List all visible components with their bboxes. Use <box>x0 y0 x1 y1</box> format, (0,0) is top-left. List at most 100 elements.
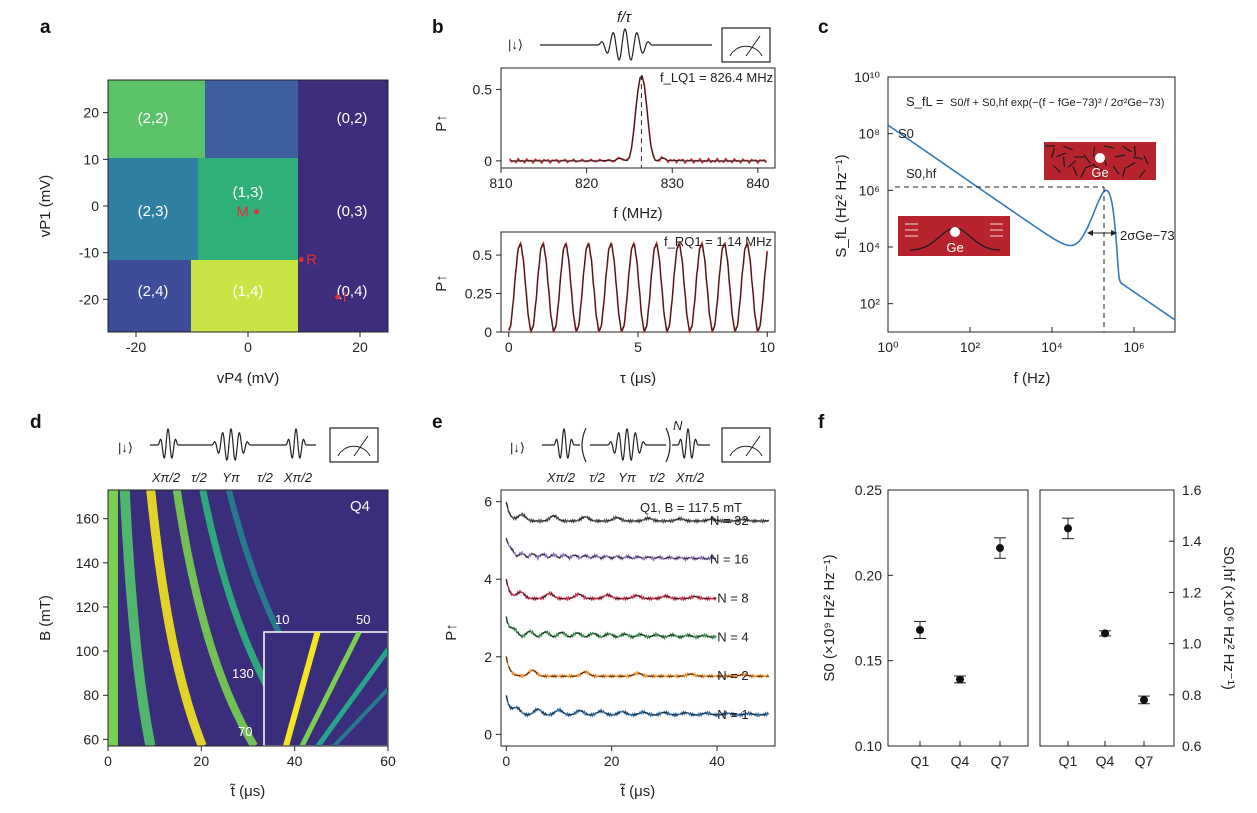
meter-needle-icon <box>730 36 762 56</box>
echo-series-data <box>506 616 716 638</box>
panel-label-b: b <box>432 17 444 38</box>
echo-series-label: N = 4 <box>717 629 748 644</box>
panel-a-ylabel: vP1 (mV) <box>37 175 54 238</box>
panel-b-bottom-xtick-label: 5 <box>634 339 642 355</box>
panel-a-xlabel: vP4 (mV) <box>217 370 280 387</box>
echo-series-data <box>506 539 716 560</box>
data-point-right-Q4 <box>1101 629 1109 637</box>
panel-b-bottom-xtick-label: 10 <box>759 339 775 355</box>
pulse-waveform <box>598 29 652 60</box>
panel-a-ytick-label: 0 <box>91 198 99 214</box>
panel-d-meter-icon <box>330 428 378 462</box>
formula-lhs: S_fL = <box>906 94 943 109</box>
heatmap-edge-band <box>108 490 118 746</box>
panel-e-meter-icon <box>722 428 770 462</box>
pulse-label: Yπ <box>222 470 240 485</box>
panel-f-left-frame <box>888 490 1028 746</box>
panel-d-ytick-label: 100 <box>76 643 100 659</box>
pulse-label: Xπ/2 <box>546 470 576 485</box>
pulse-label: Xπ/2 <box>283 470 313 485</box>
panel-a-xtick-label: 20 <box>352 339 368 355</box>
echo-series-label: N = 8 <box>717 590 748 605</box>
inset-xtick-10: 10 <box>275 612 289 627</box>
panel-b-bottom-xlabel: τ (μs) <box>620 370 656 387</box>
region-label-0-2: (0,2) <box>337 110 368 127</box>
panel-d-ylabel: B (mT) <box>37 595 54 641</box>
panel-c-ytick-label: 10⁸ <box>859 126 881 142</box>
panel-a-ytick-label: 20 <box>83 105 99 121</box>
data-point-right-Q1 <box>1064 524 1072 532</box>
xtick-label-right-Q4: Q4 <box>1096 753 1115 769</box>
panel-e-xlabel: t̃ (μs) <box>619 783 655 800</box>
panel-a-xtick-label: -20 <box>126 339 146 355</box>
inset-hf-ge-label: Ge <box>1091 165 1108 180</box>
data-point-left-Q7 <box>996 544 1004 552</box>
panel-b-bottom-annotation: f_RQ1 = 1.14 MHz <box>664 234 772 249</box>
panel-f-right-ytick-label: 1.0 <box>1182 636 1202 652</box>
panel-e-ytick-label: 2 <box>484 649 492 665</box>
panel-d-ytick-label: 160 <box>76 511 100 527</box>
xtick-label-left-Q7: Q7 <box>991 753 1010 769</box>
panel-e-ylabel: P↑ <box>443 623 460 641</box>
data-point-left-Q1 <box>916 626 924 634</box>
region-label-2-2: (2,2) <box>138 110 169 127</box>
xtick-label-right-Q7: Q7 <box>1135 753 1154 769</box>
gate-point-label-I: I <box>343 289 347 306</box>
panel-c-xlabel: f (Hz) <box>1014 370 1051 387</box>
xtick-label-left-Q4: Q4 <box>951 753 970 769</box>
panel-a-ytick-label: -10 <box>79 245 99 261</box>
panel-e-pulse-waveform <box>542 428 710 462</box>
panel-f-right-ytick-label: 1.2 <box>1182 584 1202 600</box>
s0hf-label: S0,hf <box>906 166 937 181</box>
panel-b-top-ylabel: P↑ <box>433 114 450 132</box>
panel-f-right-frame <box>1040 490 1174 746</box>
panel-d-xtick-label: 60 <box>380 753 396 769</box>
panel-d-xtick-label: 20 <box>194 753 210 769</box>
panel-f-right-ytick-label: 1.6 <box>1182 482 1202 498</box>
panel-d-qubit-tag: Q4 <box>350 498 370 515</box>
panel-c-ytick-label: 10² <box>860 296 881 312</box>
panel-a: (2,2) (0,2) (2,3) (1,3) (0,3) (2,4) (1,4… <box>37 80 388 387</box>
panel-e-xtick-label: 40 <box>709 753 725 769</box>
panel-e-repeat-label: N <box>673 418 683 433</box>
panel-c-ytick-label: 10⁴ <box>858 239 880 255</box>
panel-c-xtick-label: 10⁴ <box>1041 339 1063 355</box>
panel-f-right-ytick-label: 0.6 <box>1182 738 1202 754</box>
pulse-label: τ/2 <box>257 470 273 485</box>
pulse-label: Xπ/2 <box>151 470 181 485</box>
panel-b-pulse-label: f/τ <box>617 9 632 26</box>
panel-d-xlabel: t̃ (μs) <box>229 783 265 800</box>
panel-b-top-xlabel: f (MHz) <box>613 205 662 222</box>
panel-a-ytick-label: -20 <box>79 291 99 307</box>
inset-xtick-50: 50 <box>356 612 370 627</box>
panel-b-top-ytick-label: 0 <box>484 153 492 169</box>
panel-c-ytick-label: 10¹⁰ <box>854 69 880 85</box>
region-label-1-3: (1,3) <box>233 184 264 201</box>
panel-b-ket: |↓⟩ <box>508 37 523 52</box>
region-label-1-4: (1,4) <box>233 283 264 300</box>
panel-e-xtick-label: 0 <box>502 753 510 769</box>
panel-b-bottom-ytick-label: 0.25 <box>465 286 492 302</box>
panel-e-ytick-label: 6 <box>484 494 492 510</box>
panel-d-inset <box>264 632 388 746</box>
gate-point-I <box>335 295 340 300</box>
panel-f-left-ytick-label: 0.10 <box>855 738 882 754</box>
region-label-2-3: (2,3) <box>138 203 169 220</box>
panel-label-d: d <box>30 412 42 433</box>
panel-b-bottom-ylabel: P↑ <box>433 274 450 292</box>
panel-e-ket: |↓⟩ <box>510 440 525 455</box>
panel-b-top-xtick-label: 830 <box>661 175 685 191</box>
panel-a-xtick-label: 0 <box>244 339 252 355</box>
panel-c-xtick-label: 10⁰ <box>877 339 899 355</box>
panel-d-xtick-label: 40 <box>287 753 303 769</box>
pulse-label: τ/2 <box>589 470 605 485</box>
panel-d-ytick-label: 60 <box>83 731 99 747</box>
region-top-mid-fill <box>205 80 298 158</box>
panel-b-top-xtick-label: 840 <box>746 175 770 191</box>
